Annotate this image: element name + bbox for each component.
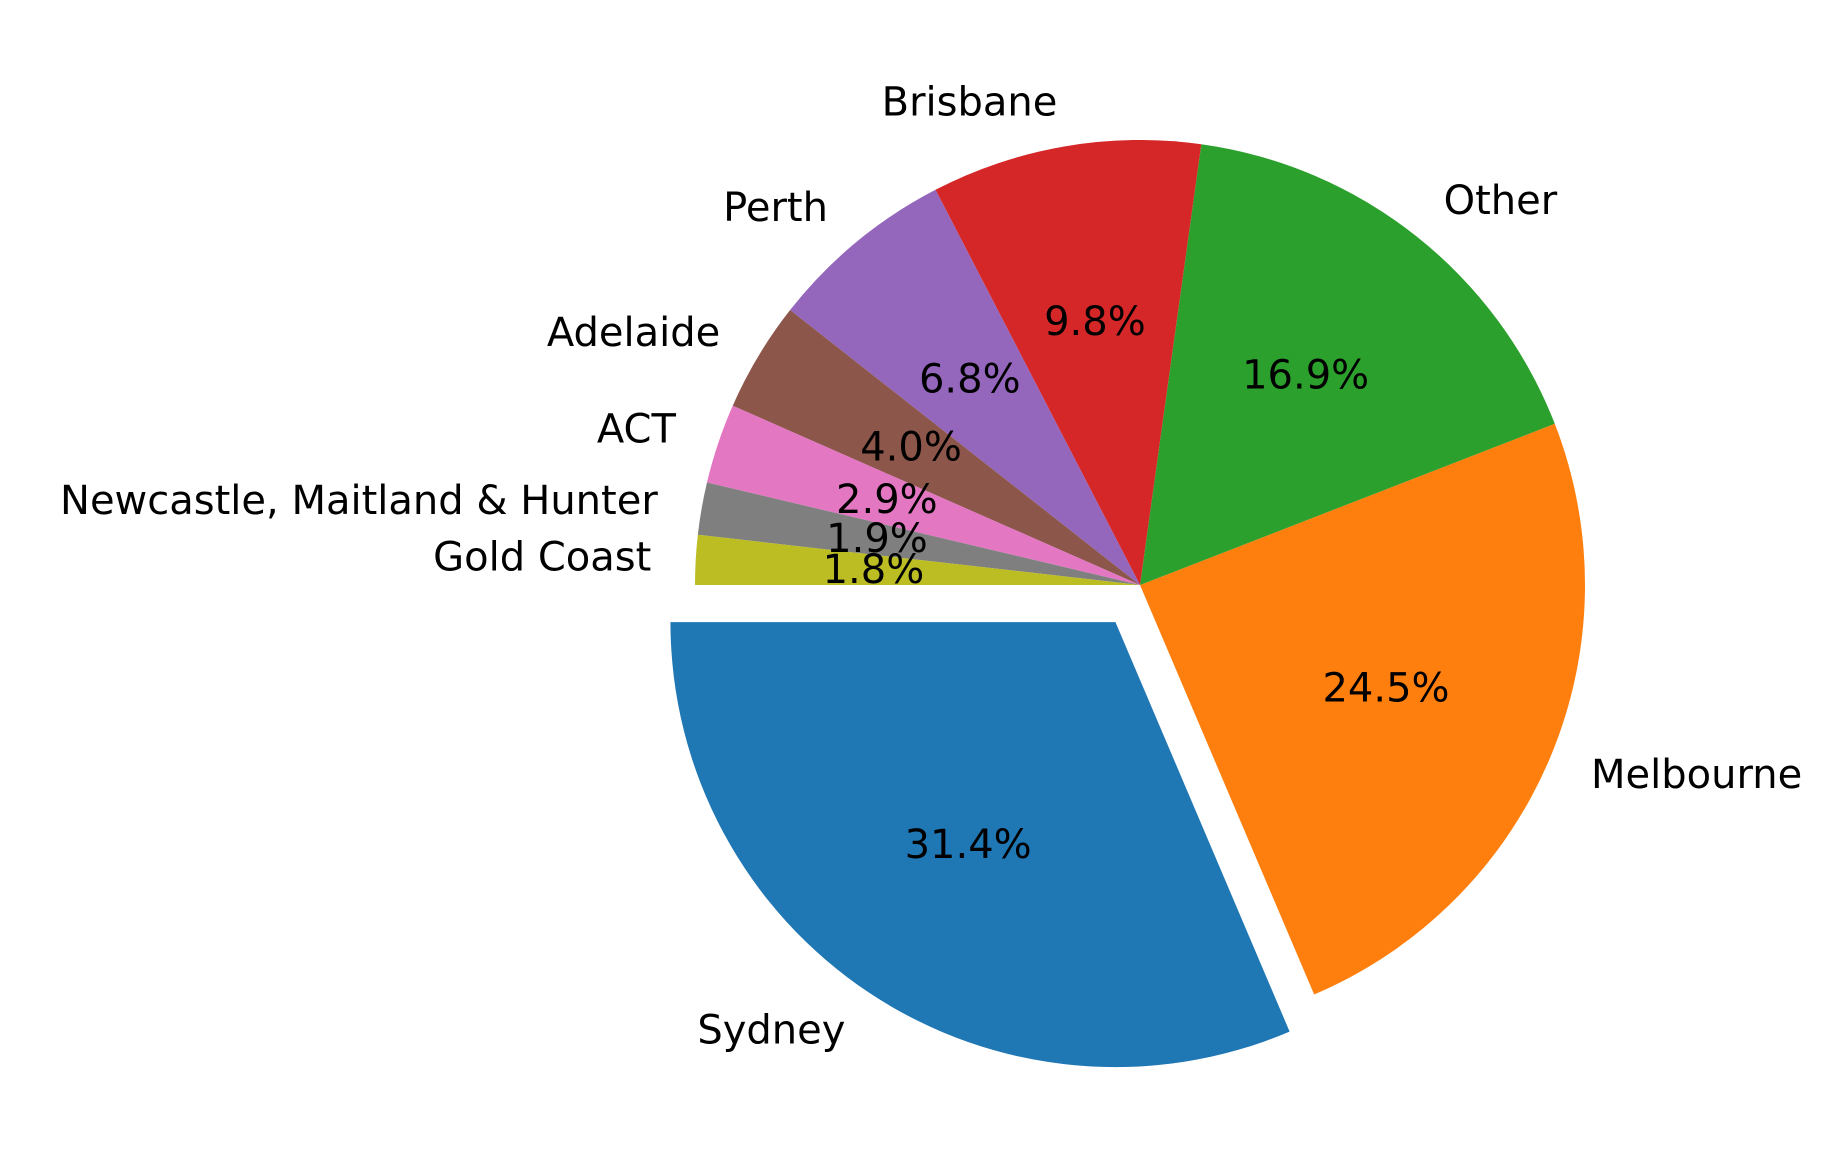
pct-label-newcastle-maitland-and-hunter: 1.9% bbox=[826, 516, 928, 562]
category-label-newcastle-maitland-and-hunter: Newcastle, Maitland & Hunter bbox=[60, 478, 658, 524]
pct-label-adelaide: 4.0% bbox=[860, 425, 962, 471]
pie-slices bbox=[670, 140, 1586, 1068]
category-label-sydney: Sydney bbox=[697, 1007, 845, 1053]
pct-label-other: 16.9% bbox=[1242, 353, 1369, 399]
category-label-other: Other bbox=[1444, 178, 1558, 224]
pct-label-perth: 6.8% bbox=[919, 356, 1021, 402]
pct-label-melbourne: 24.5% bbox=[1322, 666, 1449, 712]
pie-slice-gold-coast bbox=[695, 534, 1140, 585]
pct-label-act: 2.9% bbox=[836, 477, 938, 523]
pie-slice-melbourne bbox=[1140, 423, 1586, 995]
pie-slice-other bbox=[1140, 144, 1555, 585]
category-label-adelaide: Adelaide bbox=[547, 310, 720, 356]
pie-slice-newcastle-maitland-and-hunter bbox=[697, 482, 1140, 585]
percentage-labels: 31.4% 24.5% 16.9% 9.8% 6.8% 4.0% 2.9%1.9%1.8% bbox=[823, 299, 1450, 868]
pie-slice-act bbox=[706, 405, 1140, 585]
pct-label-sydney: 31.4% bbox=[905, 822, 1032, 868]
pct-label-gold-coast: 1.8% bbox=[823, 547, 925, 593]
pct-label-brisbane: 9.8% bbox=[1044, 299, 1146, 345]
category-label-act: ACT bbox=[597, 406, 677, 452]
category-labels: Sydney Melbourne Other Brisbane Perth Adelaid… bbox=[60, 80, 1802, 1054]
category-label-melbourne: Melbourne bbox=[1591, 752, 1802, 798]
pie-slice-sydney bbox=[670, 622, 1290, 1068]
pie-slice-adelaide bbox=[732, 310, 1140, 585]
pie-slice-brisbane bbox=[935, 140, 1202, 585]
pie-slice-perth bbox=[790, 189, 1140, 585]
category-label-perth: Perth bbox=[723, 185, 828, 231]
category-label-brisbane: Brisbane bbox=[882, 80, 1058, 126]
category-label-gold-coast: Gold Coast bbox=[433, 534, 651, 580]
